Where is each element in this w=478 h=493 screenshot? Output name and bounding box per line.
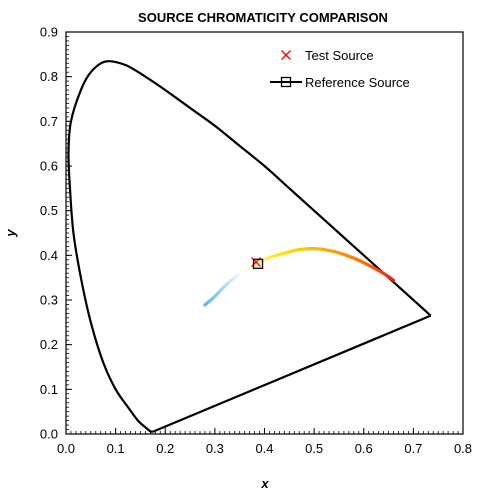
y-axis-ticks: 0.0 0.1 0.2 0.3 0.4 0.5 0.6 0.7 0.8 0.9 <box>40 25 72 442</box>
y-tick-label: 0.0 <box>40 427 58 442</box>
plot-frame <box>65 31 464 435</box>
legend-item-test-source: Test Source <box>281 48 374 63</box>
plot-area <box>65 31 464 435</box>
spectral-locus-group <box>67 60 432 433</box>
legend-label-reference-source: Reference Source <box>305 75 410 90</box>
y-tick-label: 0.3 <box>40 293 58 308</box>
x-tick-label: 0.8 <box>454 441 472 456</box>
y-tick-label: 0.9 <box>40 25 58 40</box>
planckian-locus-curve <box>203 246 396 307</box>
x-tick-label: 0.6 <box>355 441 373 456</box>
data-points-group <box>251 257 264 269</box>
x-axis-title: x <box>260 476 269 491</box>
y-tick-label: 0.7 <box>40 114 58 129</box>
y-tick-label: 0.1 <box>40 382 58 397</box>
x-tick-label: 0.5 <box>305 441 323 456</box>
y-tick-label: 0.6 <box>40 159 58 174</box>
y-tick-label: 0.8 <box>40 69 58 84</box>
chart-title: SOURCE CHROMATICITY COMPARISON <box>138 10 388 25</box>
y-tick-label: 0.2 <box>40 337 58 352</box>
reference-source-point <box>252 258 264 269</box>
y-tick-label: 0.5 <box>40 203 58 218</box>
x-tick-label: 0.0 <box>57 441 75 456</box>
x-tick-label: 0.3 <box>206 441 224 456</box>
x-tick-label: 0.7 <box>404 441 422 456</box>
legend-x-marker <box>281 50 291 60</box>
y-tick-label: 0.4 <box>40 248 58 263</box>
legend: Test Source Reference Source <box>270 48 410 90</box>
x-tick-label: 0.1 <box>107 441 125 456</box>
legend-marker-test-source <box>281 50 291 60</box>
legend-label-test-source: Test Source <box>305 48 374 63</box>
y-axis-title: y <box>3 229 18 238</box>
legend-marker-reference-source <box>270 76 302 88</box>
planckian-locus-group <box>203 246 396 307</box>
legend-square-marker <box>280 76 292 88</box>
purple-line <box>152 314 432 433</box>
spectral-locus-curve <box>67 60 432 433</box>
x-axis-ticks: 0.0 0.1 0.2 0.3 0.4 0.5 0.6 0.7 0.8 <box>57 428 472 456</box>
x-tick-label: 0.2 <box>156 441 174 456</box>
x-tick-label: 0.4 <box>255 441 273 456</box>
legend-item-reference-source: Reference Source <box>270 75 410 90</box>
